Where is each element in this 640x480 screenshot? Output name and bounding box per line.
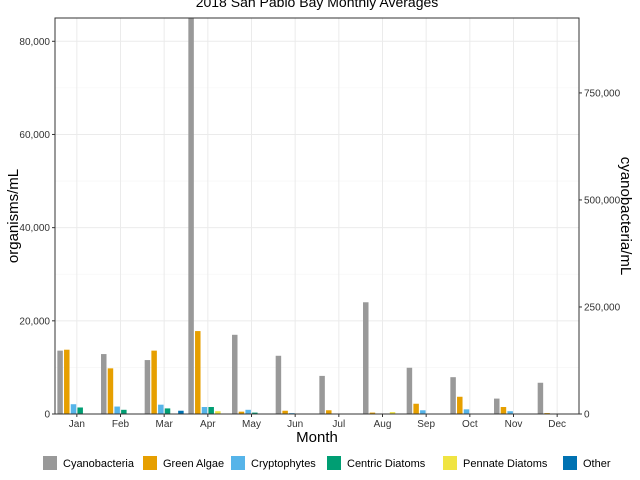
bar: [420, 410, 426, 414]
bar: [101, 354, 107, 414]
bar: [282, 410, 288, 414]
x-tick-label: Jul: [332, 419, 345, 430]
bar: [326, 410, 332, 414]
bar: [275, 355, 282, 414]
legend-label: Cryptophytes: [251, 458, 316, 470]
bar: [245, 409, 251, 414]
bar: [463, 409, 470, 414]
bar: [252, 412, 258, 414]
bar-layer: [57, 18, 557, 414]
bar: [201, 407, 208, 414]
bar: [114, 406, 120, 414]
y-tick-label: 0: [44, 410, 50, 421]
bar: [363, 302, 369, 414]
y2-tick-label: 750,000: [584, 88, 621, 99]
y2-axis-title: cyanobacteria/mL: [617, 157, 634, 275]
bar: [70, 404, 77, 414]
y2-tick-label: 500,000: [584, 195, 621, 206]
bar: [238, 411, 245, 414]
bar: [77, 407, 83, 414]
legend-swatch: [443, 456, 457, 470]
legend-swatch: [143, 456, 157, 470]
y-tick-label: 40,000: [19, 223, 50, 234]
x-tick-label: Aug: [374, 419, 392, 430]
x-tick-label: Jan: [69, 419, 85, 430]
x-tick-label: Dec: [548, 419, 566, 430]
bar: [406, 367, 413, 414]
legend: Cyanobacteria Green Algae Cryptophytes Cent…: [43, 456, 611, 470]
legend-label: Centric Diatoms: [347, 458, 426, 470]
x-tick-label: Mar: [156, 419, 174, 430]
x-tick-label: May: [242, 419, 261, 430]
bar: [215, 411, 221, 414]
bar: [494, 398, 500, 414]
x-tick-label: Nov: [505, 419, 523, 430]
bar: [389, 412, 396, 414]
legend-label: Cyanobacteria: [63, 458, 135, 470]
legend-label: Pennate Diatoms: [463, 458, 548, 470]
bar: [537, 382, 544, 414]
legend-label: Green Algae: [163, 458, 224, 470]
bar: [369, 412, 376, 414]
y2-tick-label: 0: [584, 410, 590, 421]
bar: [500, 407, 507, 414]
bar: [64, 349, 70, 414]
x-tick-label: Feb: [112, 419, 130, 430]
x-tick-label: Jun: [287, 419, 303, 430]
y-tick-label: 20,000: [19, 316, 50, 327]
bar: [188, 18, 194, 414]
y2-tick-label: 250,000: [584, 302, 621, 313]
legend-swatch: [43, 456, 57, 470]
bar: [107, 368, 114, 414]
bar: [121, 409, 127, 414]
plot-frame: [54, 17, 580, 415]
legend-label: Other: [583, 458, 611, 470]
legend-swatch: [231, 456, 245, 470]
bar: [195, 331, 201, 414]
legend-swatch: [327, 456, 341, 470]
bar: [158, 404, 164, 414]
legend-swatch: [563, 456, 577, 470]
x-tick-label: Sep: [417, 419, 435, 430]
bar: [208, 407, 214, 414]
tick-layer: Jan Feb Mar Apr May Jun Jul Aug Sep Oct Nov Dec 0 20,…: [19, 37, 620, 430]
grid-layer: [55, 18, 579, 415]
bar: [57, 350, 63, 414]
bar: [178, 410, 184, 414]
bar: [232, 334, 238, 414]
x-tick-label: Oct: [462, 419, 478, 430]
bar: [507, 411, 513, 414]
bar: [450, 377, 456, 414]
y-tick-label: 80,000: [19, 37, 50, 48]
x-axis-title: Month: [296, 429, 338, 446]
x-tick-label: Apr: [200, 419, 216, 430]
bar: [319, 375, 325, 414]
bar: [457, 396, 463, 414]
bar: [144, 360, 151, 414]
y-axis-title: organisms/mL: [5, 169, 22, 263]
bar: [151, 350, 157, 414]
chart-title: 2018 San Pablo Bay Monthly Averages: [196, 0, 439, 10]
bar: [413, 403, 419, 414]
bar: [164, 408, 171, 414]
y-tick-label: 60,000: [19, 130, 50, 141]
